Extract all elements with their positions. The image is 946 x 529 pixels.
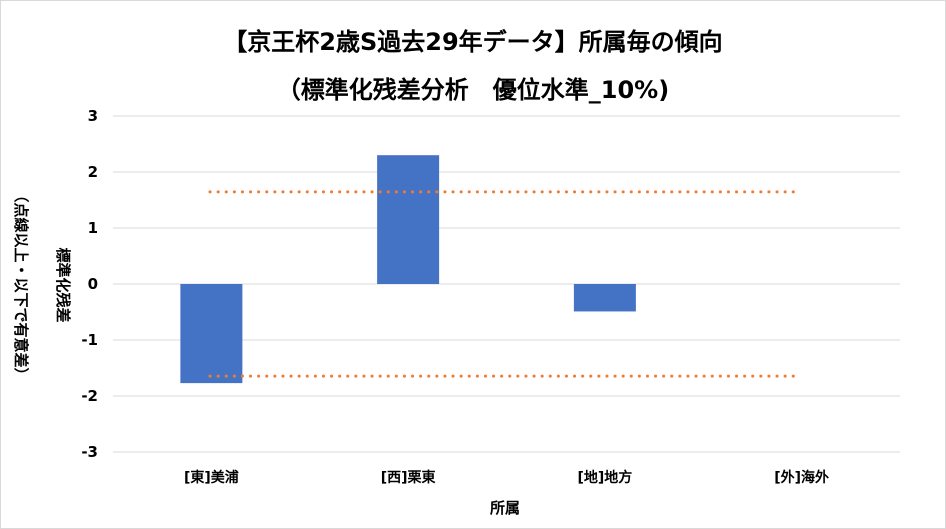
y-tick-label: -2 [81, 387, 98, 405]
y-tick-label: 2 [88, 163, 98, 181]
threshold-lines [208, 190, 802, 378]
bar [573, 284, 636, 312]
y-tick-label: 0 [88, 275, 98, 293]
y-axis-label: 標準化残差 [54, 247, 72, 322]
y-axis-label-note: （点線以上・以下で有意差） [12, 187, 30, 382]
x-axis-label: 所属 [490, 499, 520, 517]
x-category-label: [地]地方 [577, 469, 632, 486]
y-tick-label: -1 [81, 331, 98, 349]
y-tick-labels: 3 2 1 0 -1 -2 -3 [81, 107, 98, 461]
chart-subtitle: （標準化残差分析 優位水準_10%) [276, 76, 670, 104]
bar [180, 284, 243, 384]
chart-title: 【京王杯2歳S過去29年データ】所属毎の傾向 [223, 28, 723, 56]
x-category-label: [東]美浦 [184, 469, 239, 486]
x-category-labels: [東]美浦 [西]栗東 [地]地方 [外]海外 [184, 469, 829, 486]
x-category-label: [外]海外 [774, 469, 829, 486]
gridlines [113, 115, 900, 453]
bar [377, 155, 440, 284]
y-tick-label: 3 [88, 107, 98, 125]
y-tick-label: 1 [88, 219, 98, 237]
x-category-label: [西]栗東 [381, 469, 436, 486]
y-tick-label: -3 [81, 443, 98, 461]
bars [180, 155, 636, 384]
